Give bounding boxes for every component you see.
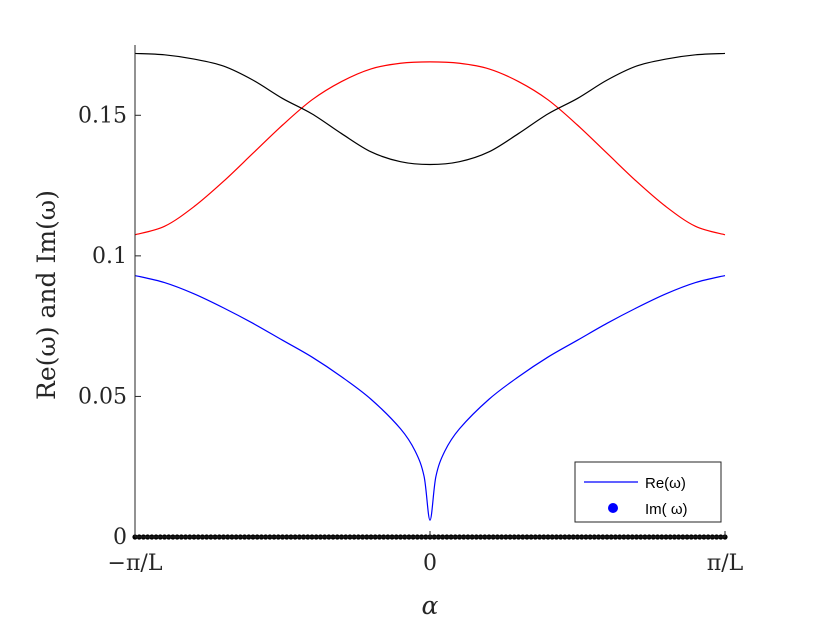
y-tick-label: 0.1	[92, 244, 127, 269]
x-tick-label: 0	[423, 551, 437, 576]
legend-entry-im: Im( ω)	[645, 501, 688, 518]
y-tick-label: 0.05	[78, 384, 127, 409]
x-axis-label: α	[422, 591, 439, 620]
y-tick-label: 0	[113, 525, 127, 550]
legend-entry-re: Re(ω)	[645, 475, 686, 492]
tick-labels: 00.050.10.15−π/L 0 π/L	[78, 103, 744, 576]
legend-dot-marker	[608, 503, 618, 513]
series-line-red	[134, 61, 726, 236]
series-line-blue	[134, 274, 726, 521]
legend: Re(ω) Im( ω)	[574, 461, 722, 523]
y-tick-label: 0.15	[78, 103, 127, 128]
axes	[134, 45, 726, 538]
y-axis-label: Re(ω) and Im(ω)	[32, 190, 61, 400]
x-tick-label: π/L	[707, 551, 744, 576]
series-line-black	[134, 52, 726, 166]
legend-box	[574, 461, 722, 523]
x-tick-label: −π/L	[108, 551, 163, 576]
